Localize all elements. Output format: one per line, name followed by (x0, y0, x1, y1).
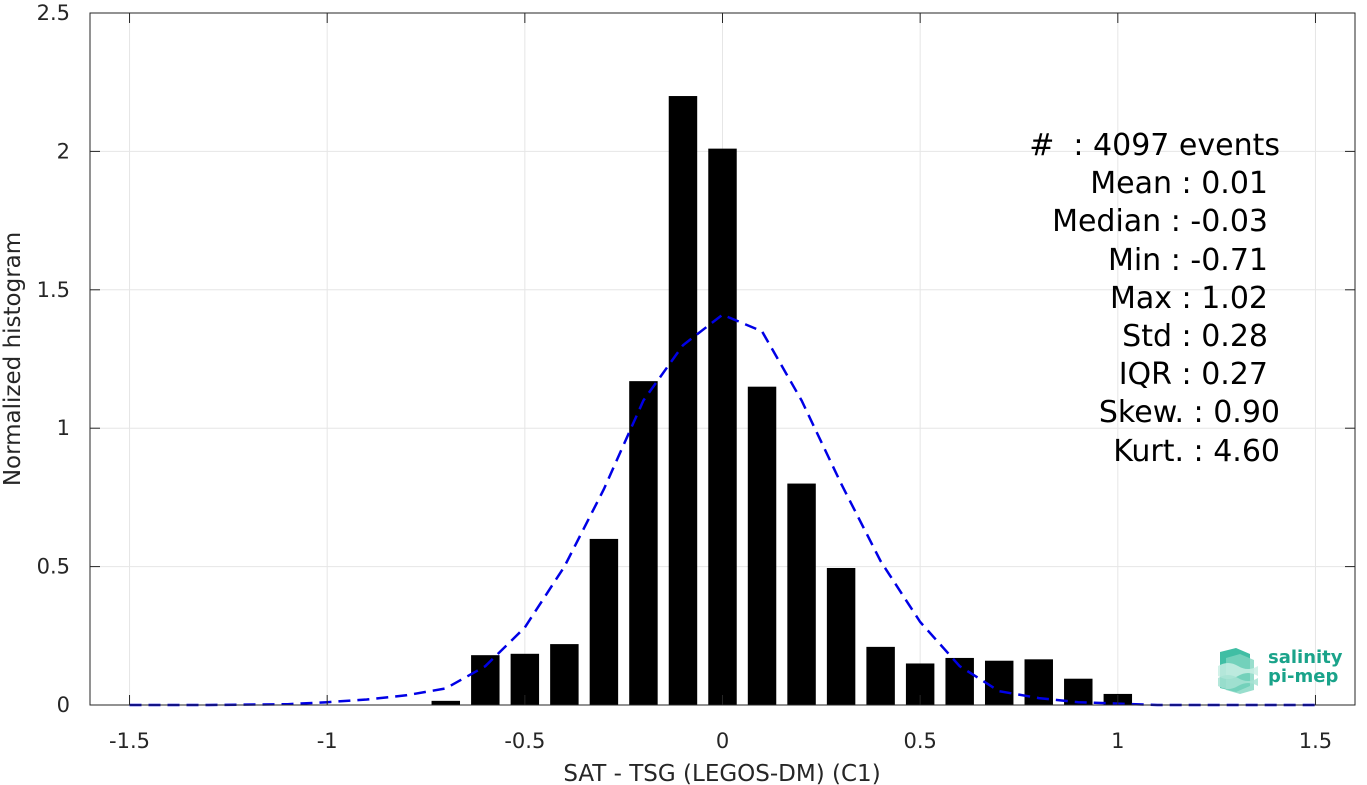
histogram-bar (629, 381, 658, 705)
x-tick-labels: -1.5 -1 -0.5 0 0.5 1 1.5 (109, 729, 1332, 753)
stat-skew: Skew. : 0.90 (1098, 395, 1280, 431)
x-tick-label: -1.5 (109, 729, 150, 753)
statistics-box: # : 4097 events Mean : 0.01 Median : -0.… (940, 127, 1280, 471)
fit-curve-layer (129, 313, 1316, 707)
y-tick-label: 0 (57, 693, 70, 717)
histogram-bar (471, 655, 500, 705)
histogram-bar (984, 660, 1014, 705)
x-tick-label: -1 (317, 729, 338, 753)
histogram-bar (787, 483, 816, 705)
stat-mean: Mean : 0.01 (1090, 166, 1268, 202)
y-tick-label: 2.5 (37, 1, 70, 25)
histogram-bar (550, 644, 579, 705)
stat-kurt: Kurt. : 4.60 (1113, 433, 1280, 469)
y-tick-label: 1.5 (37, 278, 70, 302)
x-tick-label: 1.5 (1299, 729, 1332, 753)
stat-min: Min : -0.71 (1107, 242, 1268, 278)
histogram-bars (431, 96, 1133, 706)
histogram-bar (826, 567, 856, 705)
histogram-bar (708, 148, 737, 705)
stat-median: Median : -0.03 (1052, 204, 1268, 240)
wave-logo-icon (1218, 648, 1258, 694)
histogram-bar (747, 386, 777, 705)
stat-std: Std : 0.28 (1122, 318, 1268, 354)
logo-text: salinity pi-mep (1268, 648, 1343, 686)
histogram-bar (668, 96, 698, 706)
y-tick-label: 0.5 (37, 555, 70, 579)
fit-curve (129, 313, 1316, 707)
histogram-bar (589, 538, 619, 705)
histogram-bar (431, 700, 461, 705)
x-axis-label: SAT - TSG (LEGOS-DM) (C1) (563, 761, 880, 785)
y-axis-label: Normalized histogram (0, 232, 26, 486)
stat-count: # : 4097 events (1029, 128, 1280, 163)
y-tick-label: 2 (57, 139, 70, 163)
histogram-bar (866, 646, 895, 705)
y-tick-labels: 0 0.5 1 1.5 2 2.5 (37, 1, 70, 717)
x-tick-label: 1 (1111, 729, 1124, 753)
logo-line-2: pi-mep (1268, 666, 1339, 687)
y-tick-label: 1 (57, 416, 70, 440)
stat-max: Max : 1.02 (1110, 280, 1268, 316)
axes-frame (89, 12, 1356, 706)
x-tick-label: -0.5 (504, 729, 545, 753)
salinity-pimep-logo: salinity pi-mep (1216, 646, 1346, 696)
x-tick-label: 0 (716, 729, 729, 753)
x-tick-label: 0.5 (903, 729, 936, 753)
histogram-bar (1064, 678, 1093, 705)
logo-line-1: salinity (1268, 647, 1343, 668)
stat-iqr: IQR : 0.27 (1118, 357, 1268, 393)
